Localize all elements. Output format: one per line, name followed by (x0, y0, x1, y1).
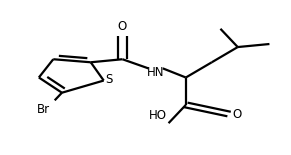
Text: Br: Br (37, 103, 50, 116)
Text: HO: HO (149, 109, 167, 122)
Text: O: O (232, 108, 241, 121)
Text: HN: HN (147, 66, 164, 79)
Text: S: S (105, 73, 113, 86)
Text: O: O (118, 20, 127, 33)
